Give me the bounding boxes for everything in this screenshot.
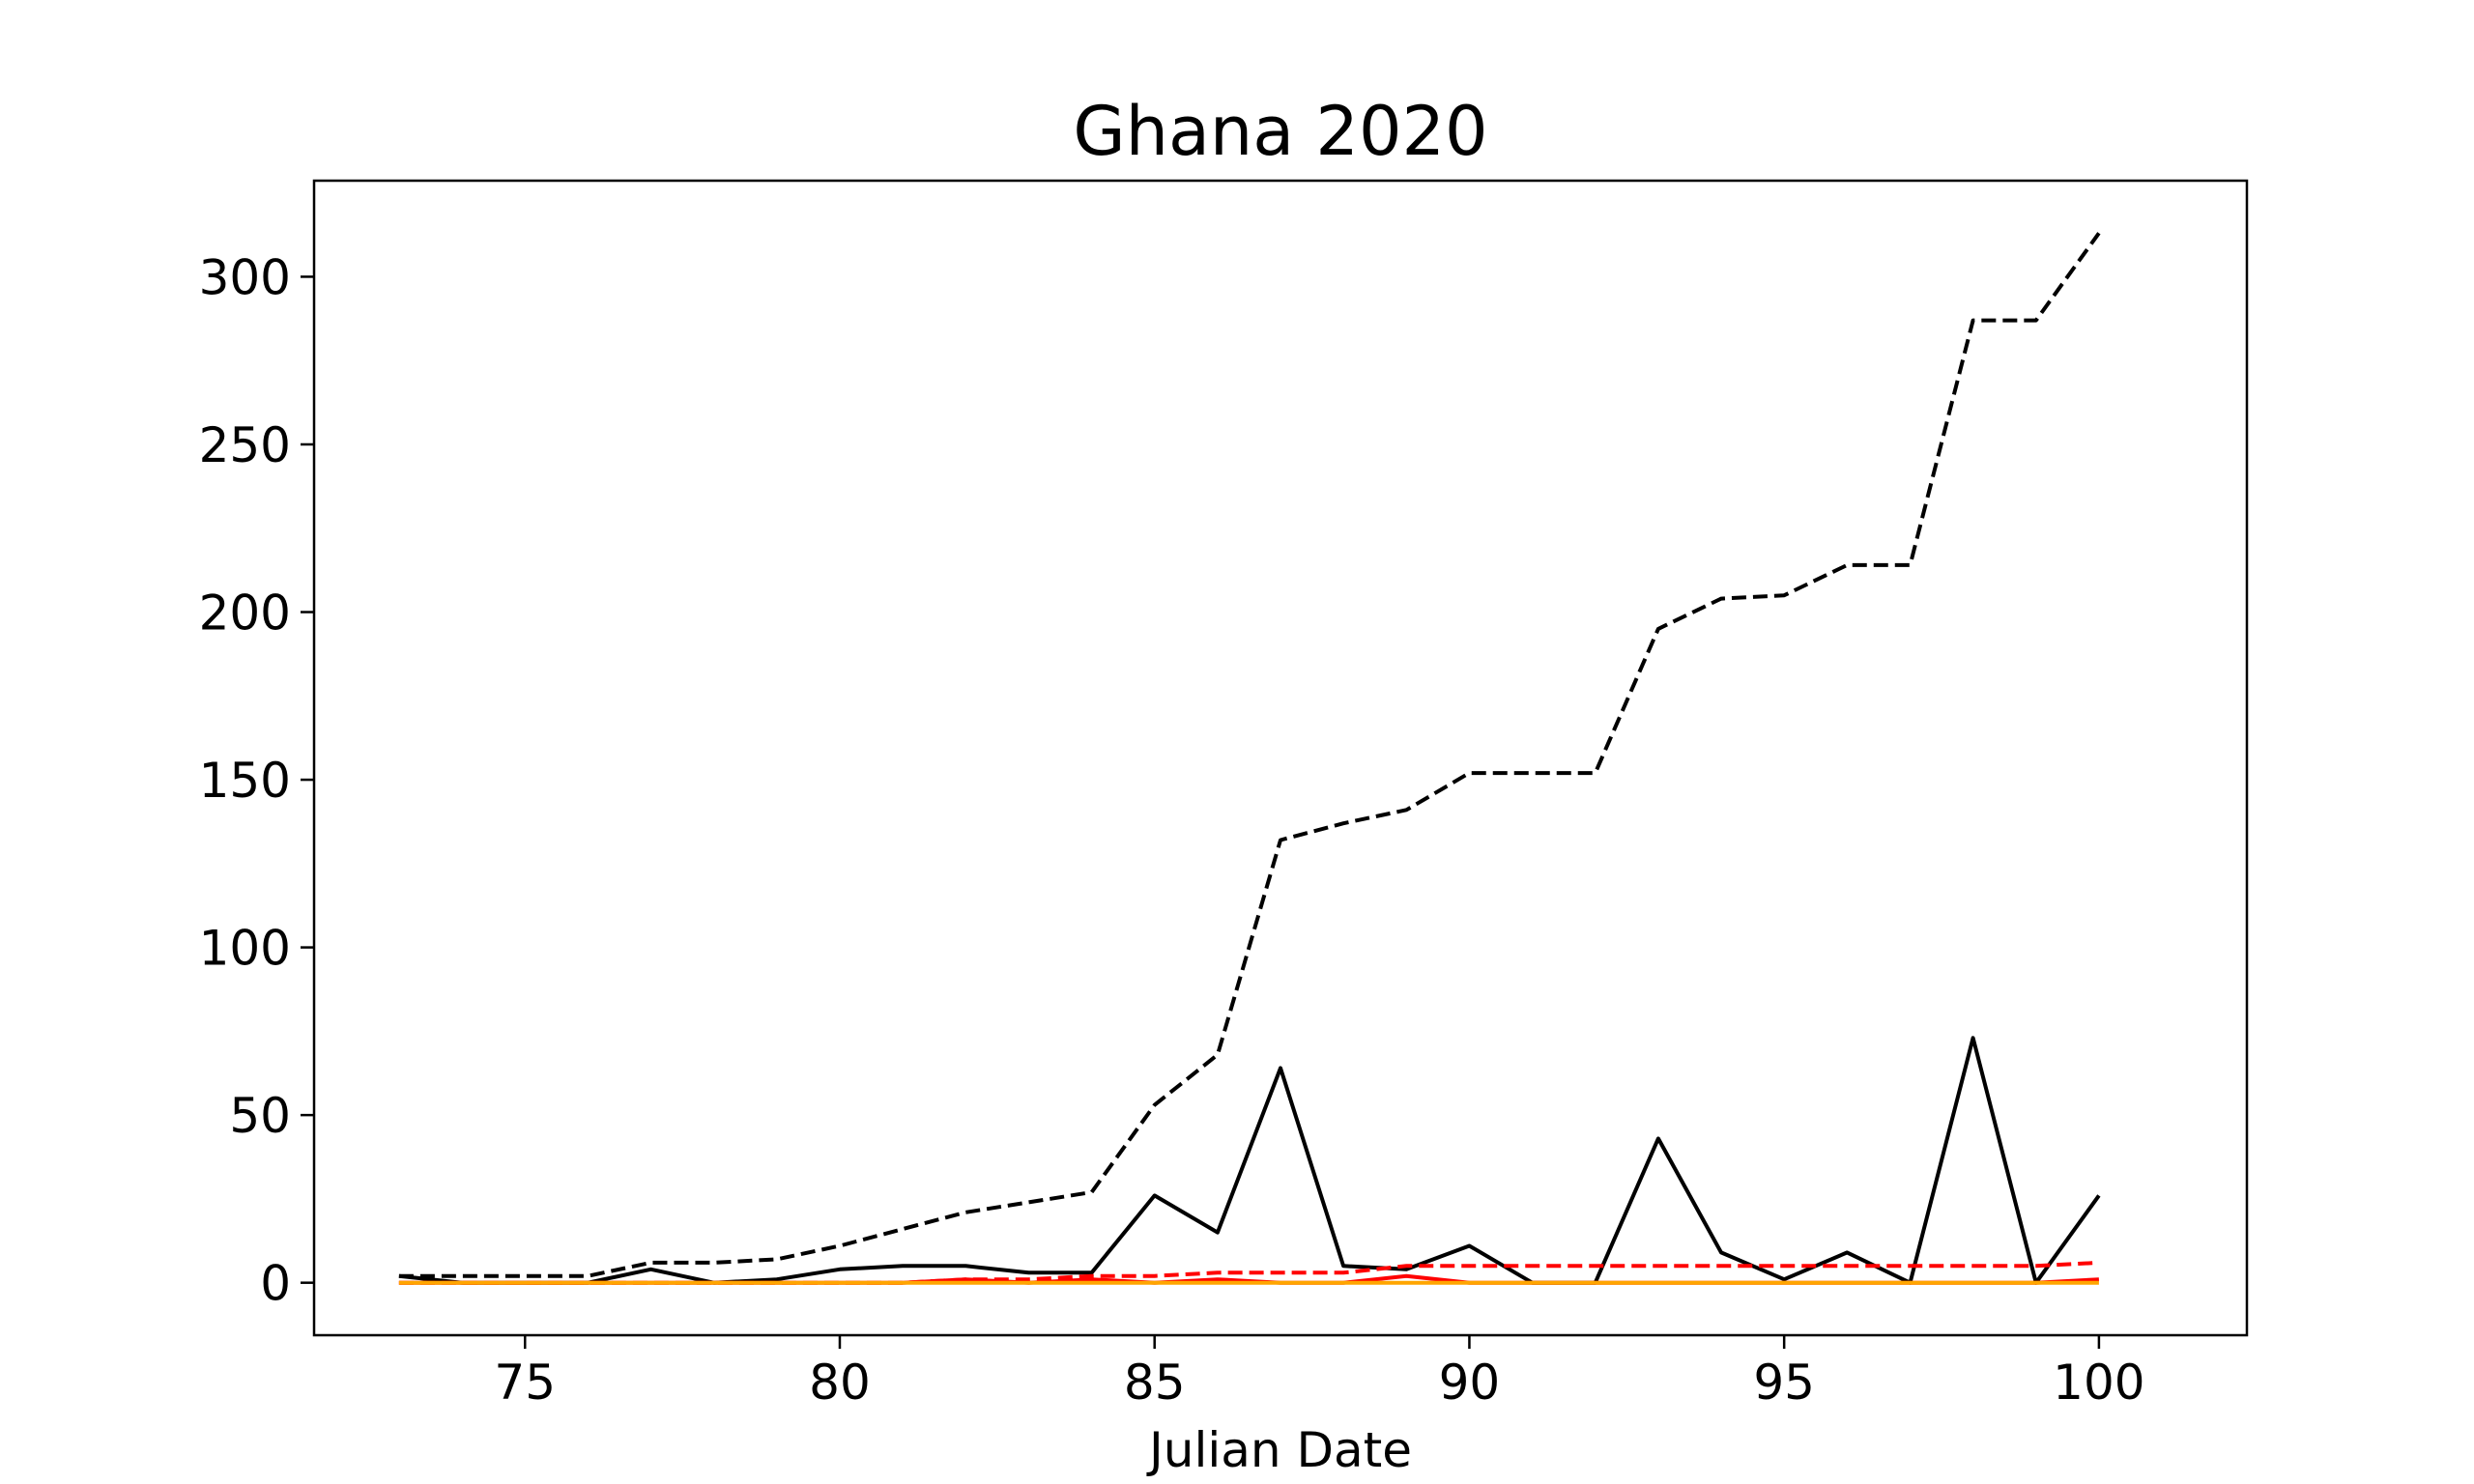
x-tick-label: 85 [1124,1355,1186,1411]
x-tick-label: 80 [809,1355,871,1411]
series-line-1 [398,232,2101,1278]
y-tick-label: 250 [199,417,291,473]
series-line-2 [398,1036,2101,1285]
y-tick-label: 0 [260,1256,291,1312]
x-axis: 75 80 85 90 95 100 [494,1335,2145,1411]
plot-frame [312,179,2249,1337]
y-tick-label: 200 [199,585,291,642]
y-tick-label: 150 [199,753,291,809]
x-tick-label: 75 [494,1355,556,1411]
x-tick-label: 95 [1753,1355,1815,1411]
x-tick-label: 90 [1439,1355,1501,1411]
x-tick-label: 100 [2053,1355,2144,1411]
chart-title: Ghana 2020 [1073,92,1487,171]
y-axis: 0 50 100 150 200 250 300 [199,249,314,1312]
y-tick-label: 100 [199,921,291,977]
y-tick-label: 300 [199,249,291,305]
y-tick-label: 50 [229,1088,291,1144]
x-axis-label: Julian Date [1146,1422,1412,1478]
series-layer [398,232,2101,1285]
